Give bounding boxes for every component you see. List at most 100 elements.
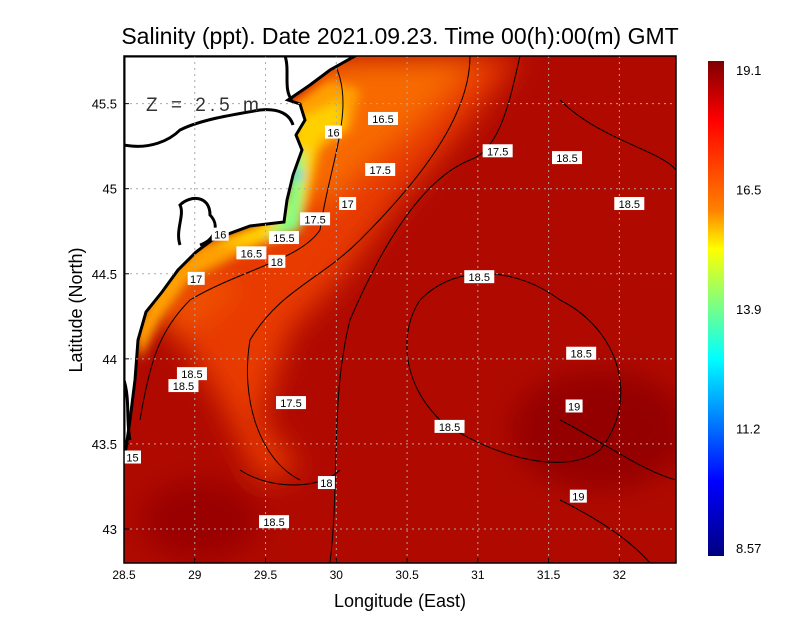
colorbar: [708, 61, 724, 556]
contour-label-box: [176, 367, 207, 381]
colorbar-tick-label: 8.57: [736, 541, 761, 556]
contour-label: 17.5: [276, 396, 307, 410]
contour-label: 19: [565, 399, 583, 413]
contour-label-text: 18.5: [263, 517, 284, 529]
contour-label: 18.5: [464, 270, 495, 284]
x-axis: 28.5 29 29.5 30 30.5 31 31.5 32: [112, 558, 626, 582]
contour-labels: 16.5 16 17.5 18.5 17.5 17 18.5 17.5 16 15.5 16.5 18…: [124, 111, 645, 529]
contour-label: 16: [211, 227, 229, 242]
x-tick-label: 28.5: [112, 568, 136, 582]
contour-label-text: 17.5: [487, 146, 508, 158]
contour-label-text: 17: [342, 199, 354, 211]
contour-label-text: 18.5: [181, 369, 202, 381]
contour-label-box: [268, 254, 286, 268]
y-tick-label: 44: [103, 352, 117, 367]
contour-label-text: 17.5: [280, 398, 301, 410]
colorbar-ticks: 19.1 16.5 13.9 11.2 8.57: [736, 63, 761, 556]
y-tick-label: 43.5: [92, 437, 117, 452]
x-tick-label: 29: [188, 568, 202, 582]
contour-label-text: 18.5: [556, 153, 577, 165]
y-axis: 43 43.5 44 44.5 45 45.5: [92, 97, 129, 537]
contour-label-text: 17: [190, 274, 202, 286]
contour-label-box: [614, 197, 645, 211]
y-tick-label: 45: [103, 182, 117, 197]
contour-label-box: [566, 346, 597, 360]
contour-label: 16.5: [236, 246, 267, 260]
contour-label: 15: [124, 450, 141, 465]
contour-label-box: [236, 246, 267, 260]
contour-label: 18.5: [168, 379, 199, 393]
y-tick-label: 43: [103, 522, 117, 537]
colorbar-tick-label: 16.5: [736, 183, 761, 198]
contour-label-box: [482, 144, 513, 158]
contour-label-box: [259, 515, 290, 529]
contour-label-box: [365, 162, 396, 176]
contour-label-text: 18.5: [570, 349, 591, 361]
contour-label-text: 19: [572, 492, 584, 504]
contour-label: 17: [187, 271, 205, 286]
contour-label-box: [168, 379, 199, 393]
contour-label: 18: [317, 476, 335, 490]
contour-label: 19: [569, 489, 587, 504]
contour-label: 16: [324, 125, 342, 140]
contour-label-text: 16: [327, 128, 339, 140]
contour-label: 18.5: [566, 346, 597, 361]
contour-label-box: [300, 212, 331, 226]
contour-label-box: [317, 476, 335, 490]
colorbar-tick-label: 11.2: [736, 422, 760, 437]
contour-label-text: 15: [126, 453, 138, 465]
depth-annotation: Z = 2.5 m: [146, 95, 263, 116]
contour-label: 15.5: [268, 231, 299, 245]
contour-label: 18.5: [434, 419, 465, 434]
contour-label: 18.5: [552, 151, 583, 165]
contour-label-box: [124, 450, 141, 464]
contour-label-box: [565, 399, 583, 413]
contour-label: 18: [268, 254, 286, 269]
colorbar-tick-label: 19.1: [736, 63, 761, 78]
contour-label-box: [569, 489, 587, 503]
contour-label-text: 18.5: [173, 381, 194, 393]
contour-label-text: 18: [320, 478, 332, 490]
x-axis-label: Longitude (East): [334, 591, 466, 611]
contour-label-text: 17.5: [304, 214, 325, 226]
contour-label-box: [339, 197, 357, 211]
contour-label-box: [368, 111, 399, 125]
y-axis-label: Latitude (North): [66, 247, 86, 372]
x-tick-label: 30: [330, 568, 344, 582]
salinity-field: [140, 56, 676, 560]
contour-label-box: [276, 396, 307, 410]
contour-label-box: [434, 419, 465, 433]
contour-label-box: [187, 271, 205, 285]
contour-label: 17.5: [300, 212, 331, 226]
contour-label-text: 15.5: [273, 233, 294, 245]
grid: [124, 56, 676, 563]
contour-label-box: [268, 231, 299, 245]
chart-title: Salinity (ppt). Date 2021.09.23. Time 00…: [121, 23, 678, 49]
contour-label-text: 18: [271, 257, 283, 269]
contour-label-text: 18.5: [619, 199, 640, 211]
contour-label-text: 16.5: [372, 114, 393, 126]
x-tick-label: 31.5: [537, 568, 561, 582]
contour-label: 17.5: [482, 144, 513, 158]
contour-label: 18.5: [176, 367, 207, 381]
y-tick-label: 44.5: [92, 267, 117, 282]
x-tick-label: 29.5: [254, 568, 278, 582]
contour-label: 17: [339, 197, 357, 211]
contour-label: 18.5: [259, 515, 290, 529]
x-tick-label: 31: [471, 568, 485, 582]
x-tick-label: 30.5: [395, 568, 419, 582]
contour-label-box: [464, 270, 495, 284]
contour-label-text: 19: [568, 401, 580, 413]
contour-label-box: [324, 125, 342, 139]
plot-area: 16.5 16 17.5 18.5 17.5 17 18.5 17.5 16 15.5 16.5 18…: [124, 56, 676, 563]
plot-frame: [123, 55, 677, 564]
contour-label: 17.5: [365, 162, 396, 177]
contour-label-box: [552, 151, 583, 165]
y-tick-label: 45.5: [92, 97, 117, 112]
colorbar-tick-label: 13.9: [736, 302, 761, 317]
contour-label-box: [211, 227, 229, 241]
contour-label-text: 18.5: [469, 272, 490, 284]
x-tick-label: 32: [613, 568, 627, 582]
